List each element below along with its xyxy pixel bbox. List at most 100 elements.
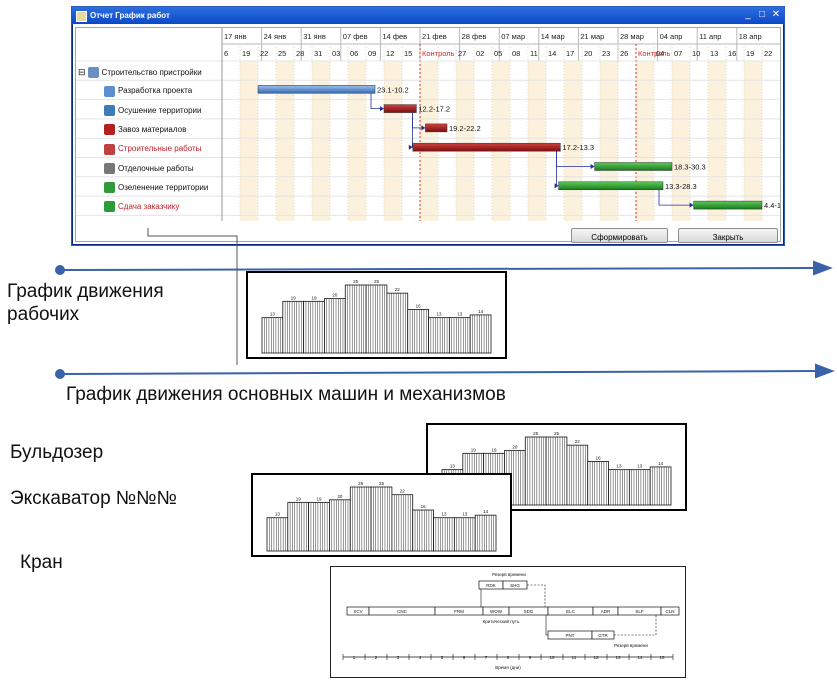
hist-bar-8	[412, 509, 434, 552]
day-shade	[240, 61, 258, 221]
hist-value-label: 13	[450, 464, 456, 469]
day-label: 08	[512, 49, 520, 58]
day-label: 19	[242, 49, 250, 58]
dependency-link	[658, 189, 691, 206]
axis-label: 7	[485, 655, 488, 660]
task-icon	[104, 104, 115, 116]
tree-item-3[interactable]: Завоз материалов	[104, 120, 186, 139]
hist-bar-9	[428, 317, 450, 354]
day-label: 09	[368, 49, 376, 58]
collapse-toggle-icon[interactable]: ⊟	[78, 67, 86, 77]
tree-item-label: Завоз материалов	[118, 124, 187, 134]
axis-label: 5	[441, 655, 444, 660]
axis-label: 15	[659, 655, 665, 660]
day-label: 11	[530, 49, 538, 58]
critical-path-label: Критический путь	[483, 618, 520, 624]
maximize-button[interactable]: □	[758, 9, 766, 20]
timeline-dot-1	[55, 265, 65, 275]
hist-value-label: 25	[358, 481, 364, 486]
tree-item-label: Озеленение территории	[118, 182, 209, 192]
hist-value-label: 13	[457, 312, 463, 317]
hist-value-label: 22	[400, 489, 406, 494]
link-reserve-bottom	[614, 615, 657, 636]
gantt-svg: 17 янв 24 янв 31 янв 07 фев 14 фев 21 фев 28 ф…	[76, 28, 792, 221]
week-label: 11 апр	[699, 32, 721, 41]
week-label: 14 мар	[541, 32, 565, 41]
close-window-button[interactable]: ✕	[771, 9, 781, 20]
axis-label: 3	[397, 655, 400, 660]
hist-bar-6	[365, 284, 388, 354]
hist-bar-5	[524, 436, 547, 506]
task-adr-label: ADR	[601, 609, 611, 614]
hist-value-label: 19	[312, 295, 318, 300]
timeline-dot-2	[55, 369, 65, 379]
hist-value-label: 16	[416, 303, 422, 308]
machines-chart-label: График движения основных машин и механиз…	[66, 384, 506, 405]
hist-bar-outline	[524, 436, 547, 506]
dependency-arrow	[554, 183, 559, 189]
gantt-client: 17 янв 24 янв 31 янв 07 фев 14 фев 21 фев 28 ф…	[75, 27, 792, 243]
hist-bar-6	[370, 486, 393, 552]
hist-bar-5	[349, 486, 372, 552]
hist-bar-10	[448, 317, 471, 354]
hist-value-label: 13	[441, 512, 447, 517]
gantt-bar-label: 13.3-28.3	[665, 182, 697, 191]
hist-value-label: 20	[332, 293, 338, 298]
close-button[interactable]: Закрыть	[678, 228, 778, 243]
day-shade	[348, 61, 366, 221]
gantt-bar-label: 4.4-15.4	[764, 201, 780, 210]
week-label: 17 янв	[224, 32, 247, 41]
connector-line	[147, 228, 238, 365]
day-label: 14	[548, 49, 556, 58]
form-button[interactable]: Сформировать	[571, 228, 668, 243]
hist-bar-outline	[386, 292, 409, 354]
gantt-window: Отчет График работ _ □ ✕ 17 янв 24 янв 31 …	[71, 6, 792, 246]
hist-bar-7	[386, 292, 409, 354]
hist-bar-outline	[344, 284, 367, 354]
task-rdk-label: RDK	[486, 583, 496, 588]
network-diagram: XCV CNC FRM WOW SDG ELC ADR SLF CLN RDK SHG PNT GTR Р…	[330, 566, 686, 678]
hist-value-label: 14	[658, 461, 664, 466]
day-shade	[744, 61, 762, 221]
hist-bar-10	[628, 469, 651, 506]
tree-root[interactable]: ⊟ Строительство пристройки	[78, 63, 202, 82]
excavator-label: Экскаватор №№№	[10, 488, 178, 509]
task-frm-label: FRM	[454, 609, 464, 614]
hist-bar-outline	[649, 466, 672, 506]
task-icon	[104, 124, 115, 136]
task-icon	[104, 201, 115, 213]
axis-title: Время (дни)	[495, 665, 521, 670]
tree-item-7[interactable]: Сдача заказчику	[104, 197, 179, 216]
hist-value-label: 13	[616, 464, 622, 469]
hist-bar-outline	[545, 436, 568, 506]
day-shade	[420, 61, 438, 221]
hist-bar-6	[545, 436, 568, 506]
minimize-button[interactable]: _	[745, 9, 751, 20]
tree-item-6[interactable]: Озеленение территории	[104, 178, 208, 197]
title-bar[interactable]: Отчет График работ _ □ ✕	[72, 7, 784, 24]
tree-item-1[interactable]: Разработка проекта	[104, 81, 192, 100]
day-label: 28	[296, 49, 304, 58]
hist-bar-outline	[303, 300, 325, 354]
dependency-arrow	[421, 125, 426, 131]
tree-item-2[interactable]: Осушение территории	[104, 101, 201, 120]
hist-value-label: 14	[478, 309, 484, 314]
task-shg-label: SHG	[510, 583, 520, 588]
timeline-head-1	[813, 260, 833, 276]
week-label: 24 янв	[264, 32, 287, 41]
day-shade	[528, 61, 546, 221]
tree-item-4[interactable]: Строительные работы	[104, 139, 201, 158]
hist-bar-outline	[282, 300, 305, 354]
excavator-histogram: 13 19 19 20 25 25 22 16 13 13 14	[251, 473, 512, 557]
week-label: 07 мар	[501, 32, 525, 41]
tree-item-5[interactable]: Отделочные работы	[104, 159, 194, 178]
day-shade	[672, 61, 690, 221]
hist-value-label: 19	[492, 447, 498, 452]
task-icon	[104, 143, 115, 155]
week-label: 07 фев	[343, 32, 368, 41]
task-icon	[104, 162, 115, 174]
hist-bar-outline	[287, 501, 310, 552]
hist-bar-3	[303, 300, 325, 354]
day-shade	[276, 61, 294, 221]
week-label: 04 апр	[660, 32, 683, 41]
